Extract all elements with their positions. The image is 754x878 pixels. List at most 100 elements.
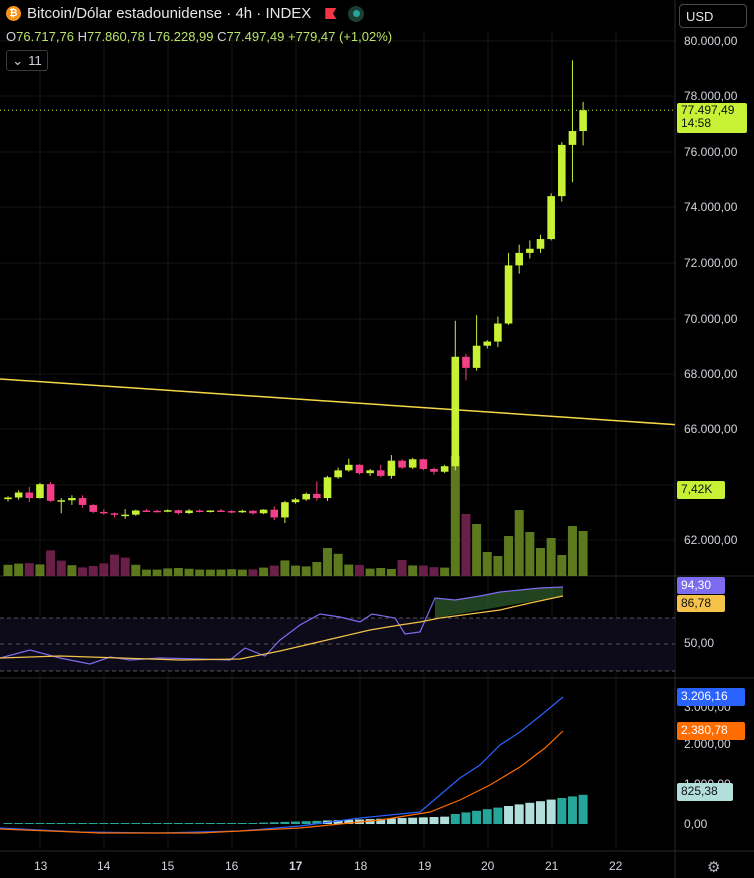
volume-bar: [365, 568, 375, 576]
high-value: 77.860,78: [86, 29, 145, 44]
volume-bar: [216, 569, 226, 576]
time-tick: 15: [161, 859, 175, 873]
candle-body: [579, 110, 587, 132]
macd-hist-bar: [3, 823, 13, 824]
candle-body: [4, 497, 12, 500]
hist-value-badge: 825,38: [677, 783, 733, 801]
currency-label: USD: [686, 8, 714, 24]
candle-body: [387, 460, 396, 476]
candle-body: [345, 464, 353, 471]
candle-body: [36, 484, 44, 499]
candle-body: [142, 510, 151, 513]
macd-value-badge: 3.206,16: [677, 688, 745, 706]
last-price: 77.497,49: [681, 103, 735, 117]
volume-bar: [344, 564, 354, 576]
macd-hist-bar: [408, 817, 418, 824]
macd-hist-bar: [46, 823, 56, 824]
volume-bar: [248, 569, 258, 576]
macd-hist-bar: [56, 823, 66, 824]
candle-body: [504, 265, 513, 324]
candle-body: [366, 470, 374, 474]
volume-bar: [67, 565, 77, 576]
macd-hist-bar: [493, 807, 503, 824]
volume-bar: [450, 456, 460, 576]
macd-hist-bar: [78, 823, 88, 824]
volume-bar: [312, 562, 322, 576]
price-tick: 76.000,00: [684, 145, 738, 159]
candle-body: [313, 493, 321, 499]
macd-hist-bar: [504, 806, 514, 824]
candle-body: [440, 466, 449, 472]
low-label: L: [148, 29, 156, 44]
macd-hist-bar: [429, 817, 439, 824]
candle-body: [153, 510, 161, 513]
last-price-badge: 77.497,49 14:58: [677, 103, 747, 133]
volume-bar: [56, 560, 66, 576]
macd-hist-bar: [344, 819, 354, 824]
macd-hist-bar: [259, 822, 269, 824]
bar-countdown: 14:58: [681, 116, 712, 130]
candle-body: [430, 468, 438, 472]
indicators-toggle-button[interactable]: ⌄ 11: [6, 50, 48, 71]
volume-bar: [514, 510, 524, 576]
volume-bar: [78, 567, 88, 576]
macd-hist-bar: [227, 823, 237, 824]
candle-body: [163, 510, 172, 512]
settings-gear-icon[interactable]: ⚙: [707, 859, 721, 876]
candle-body: [515, 252, 523, 266]
volume-bar: [184, 568, 194, 576]
candle-body: [78, 498, 87, 505]
price-tick: 70.000,00: [684, 312, 738, 326]
time-tick: 22: [609, 859, 623, 873]
volume-bar: [408, 565, 418, 576]
macd-hist-bar: [376, 818, 386, 824]
market-status-icon[interactable]: [348, 5, 365, 22]
candle-body: [89, 504, 97, 512]
volume-badge: 7,42K: [677, 481, 725, 499]
time-tick: 14: [97, 859, 111, 873]
candle-body: [110, 513, 119, 515]
flag-icon[interactable]: [325, 8, 337, 19]
currency-selector[interactable]: USD: [679, 4, 747, 28]
macd-hist-bar: [567, 796, 577, 824]
symbol-title[interactable]: Bitcoin/Dólar estadounidense · 4h · INDE…: [27, 5, 312, 22]
symbol-header: ₿ Bitcoin/Dólar estadounidense · 4h · IN…: [6, 5, 365, 22]
candle-body: [462, 356, 470, 368]
candle-body: [323, 477, 332, 499]
change-value: +779,47 (+1,02%): [288, 29, 393, 44]
macd-hist-bar: [525, 802, 535, 824]
candle-body: [227, 511, 236, 513]
candle-body: [376, 470, 385, 476]
candle-body: [195, 510, 204, 513]
volume-bar: [195, 569, 205, 576]
candle-body: [398, 460, 406, 468]
macd-hist-bar: [152, 823, 162, 824]
volume-bar: [99, 563, 109, 576]
close-value: 77.497,49: [226, 29, 285, 44]
time-tick: 20: [481, 859, 495, 873]
macd-hist-bar: [131, 823, 141, 824]
macd-hist-bar: [440, 816, 450, 824]
volume-bar: [536, 548, 545, 576]
price-tick: 74.000,00: [684, 200, 738, 214]
volume-bar: [386, 569, 396, 576]
macd-hist-bar: [536, 801, 545, 824]
candle-body: [100, 511, 108, 514]
volume-bar: [578, 531, 588, 576]
price-tick: 78.000,00: [684, 89, 738, 103]
volume-bar: [546, 538, 556, 576]
volume-bar: [120, 557, 130, 576]
macd-hist-bar: [472, 810, 482, 824]
candle-body: [419, 459, 428, 469]
volume-bar: [269, 565, 279, 576]
macd-hist-bar: [450, 814, 460, 824]
candle-body: [291, 499, 300, 503]
open-label: O: [6, 29, 17, 44]
volume-bar: [397, 560, 407, 576]
rsi-value-badge: 94,30: [677, 577, 725, 594]
macd-tick: 2.000,00: [684, 737, 731, 751]
macd-hist-bar: [291, 821, 301, 824]
signal-line: [0, 730, 564, 834]
candle-body: [472, 345, 481, 368]
